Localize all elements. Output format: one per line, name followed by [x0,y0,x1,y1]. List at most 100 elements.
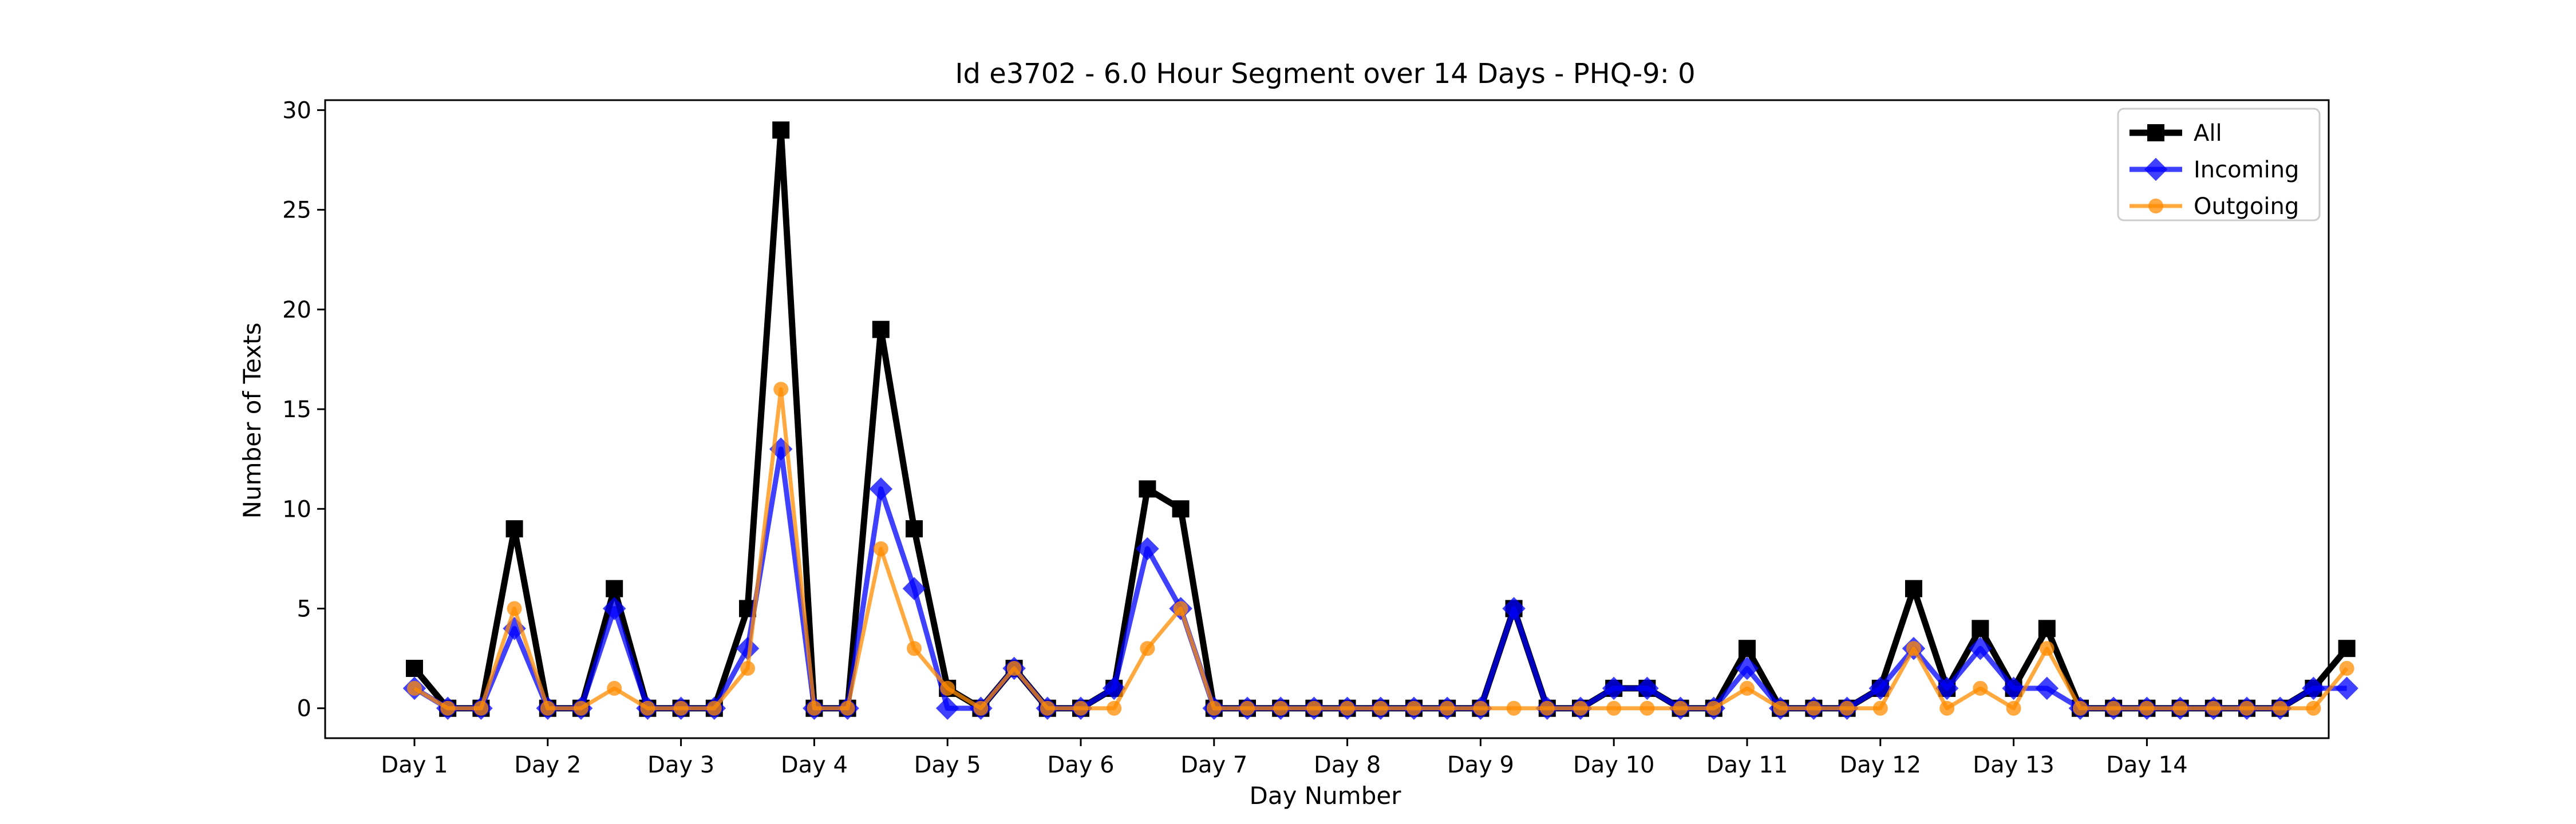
data-point-outgoing [873,541,888,556]
x-tick-label: Day 13 [1973,752,2055,778]
data-point-all [606,580,623,597]
data-point-incoming [869,477,893,501]
x-tick-label: Day 2 [514,752,581,778]
y-tick-label: 0 [297,696,311,722]
data-point-outgoing [507,601,522,616]
data-point-outgoing [1273,700,1289,716]
legend-label-all: All [2194,120,2222,146]
data-point-all [1139,480,1156,498]
x-tick-label: Day 6 [1047,752,1114,778]
legend-label-incoming: Incoming [2194,157,2299,183]
data-point-outgoing [2306,700,2321,716]
data-point-outgoing [1839,700,1855,716]
data-point-outgoing [1806,700,1822,716]
data-point-outgoing [1240,700,1255,716]
y-tick-label: 10 [282,496,311,522]
data-point-incoming [1635,676,1659,700]
y-tick-label: 30 [282,97,311,124]
data-point-outgoing [907,641,922,656]
data-point-outgoing [1973,680,1988,696]
y-tick-label: 15 [282,397,311,423]
data-point-outgoing [1639,700,1655,716]
chart-title: Id e3702 - 6.0 Hour Segment over 14 Days… [955,58,1695,90]
data-point-all [2338,640,2356,657]
data-point-all [505,520,523,538]
data-point-outgoing [840,700,855,716]
x-axis-label: Day Number [1249,782,1401,810]
data-point-outgoing [1073,700,1088,716]
data-point-all [1172,500,1190,518]
data-point-incoming [1136,537,1159,561]
data-point-outgoing [1006,661,1022,676]
data-point-all [2038,620,2056,637]
data-point-outgoing [2339,661,2354,676]
x-tick-label: Day 14 [2106,752,2188,778]
data-point-outgoing [1107,700,1122,716]
data-point-outgoing [1306,700,1322,716]
data-point-outgoing [2039,641,2055,656]
x-tick-label: Day 7 [1180,752,1247,778]
data-point-outgoing [673,700,689,716]
x-tick-label: Day 11 [1706,752,1788,778]
x-tick-label: Day 3 [647,752,714,778]
data-point-outgoing [1573,700,1588,716]
data-point-outgoing [1906,641,1921,656]
data-point-all [772,121,790,139]
x-tick-label: Day 10 [1573,752,1655,778]
series-line-all [412,126,2349,712]
data-point-outgoing [1539,700,1555,716]
data-point-outgoing [773,382,789,397]
data-point-outgoing [2006,700,2021,716]
data-point-outgoing [706,700,722,716]
data-point-incoming [1969,636,1992,660]
data-point-outgoing [973,700,989,716]
data-point-outgoing [740,661,755,676]
data-point-outgoing [1773,700,1788,716]
data-point-outgoing [574,700,588,716]
data-point-outgoing [2106,700,2121,716]
y-tick-label: 5 [297,596,311,623]
legend-label-outgoing: Outgoing [2194,193,2299,220]
data-point-outgoing [1473,700,1488,716]
y-tick-label: 25 [282,197,311,224]
data-point-all [906,520,923,538]
x-tick-label: Day 12 [1839,752,1921,778]
data-point-all [872,320,890,338]
x-tick-label: Day 5 [914,752,981,778]
data-point-outgoing [407,680,422,696]
data-point-all [1905,580,1922,597]
data-point-outgoing [1206,700,1222,716]
series-outgoing [407,382,2354,716]
data-point-outgoing [1740,680,1755,696]
y-tick-label: 20 [282,297,311,323]
data-point-outgoing [1140,641,1155,656]
data-point-incoming [1602,676,1626,700]
data-point-outgoing [1373,700,1388,716]
data-point-incoming [2035,676,2059,700]
data-point-outgoing [2206,700,2221,716]
y-axis-label: Number of Texts [238,323,266,519]
data-point-incoming [1735,656,1759,680]
data-point-outgoing [2139,700,2155,716]
data-point-outgoing [607,680,622,696]
data-point-outgoing [1173,601,1188,616]
data-point-incoming [1502,597,1526,620]
plot-area: 0 5 10 15 20 25 30 Day 1 Day 2 Day 3 Day 4 Day 5 Day… [282,97,2358,778]
x-tick-label: Day 4 [781,752,848,778]
data-point-outgoing [540,700,555,716]
data-point-outgoing [807,700,822,716]
legend-marker-incoming [2144,157,2168,181]
data-point-outgoing [2073,700,2088,716]
data-point-outgoing [1440,700,1455,716]
data-point-incoming [736,636,760,660]
data-point-outgoing [1673,700,1688,716]
data-point-outgoing [1872,700,1888,716]
x-tick-label: Day 9 [1447,752,1514,778]
data-point-outgoing [473,700,489,716]
x-tick-label: Day 1 [381,752,448,778]
data-point-outgoing [440,700,456,716]
data-point-incoming [902,577,926,600]
data-point-outgoing [1040,700,1055,716]
data-point-all [406,660,423,678]
